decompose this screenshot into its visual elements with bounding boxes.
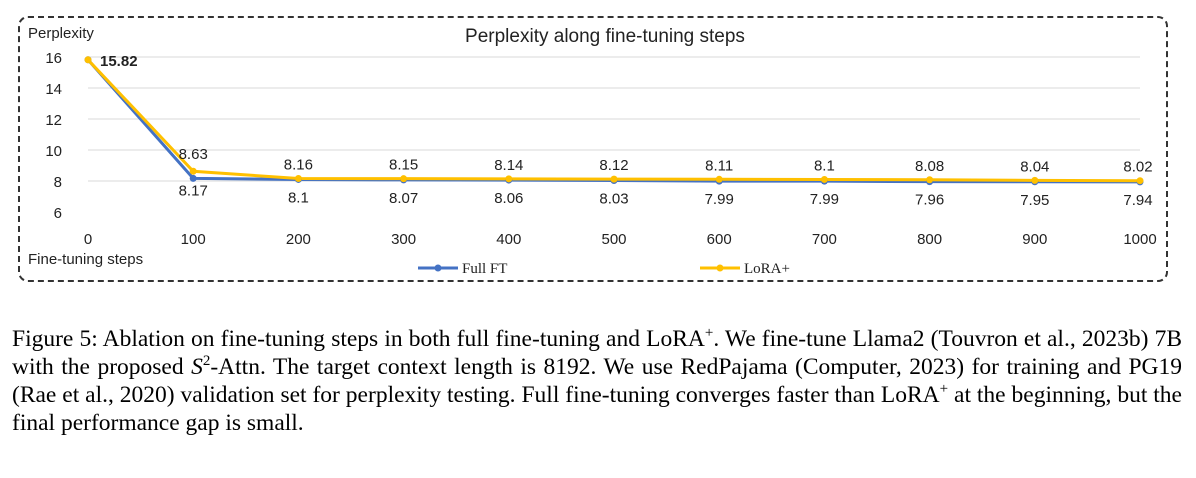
legend-label: LoRA+ — [744, 261, 790, 277]
data-label: 7.95 — [1020, 192, 1049, 209]
data-label: 8.07 — [389, 190, 418, 207]
data-point — [189, 167, 197, 175]
x-tick-label: 900 — [1022, 231, 1047, 248]
caption-sup: + — [704, 325, 714, 341]
data-label: 8.11 — [705, 157, 733, 174]
x-tick-label: 700 — [812, 231, 837, 248]
x-tick-label: 200 — [286, 231, 311, 248]
data-label: 7.99 — [705, 191, 734, 208]
data-point — [820, 175, 828, 183]
data-label: 7.96 — [915, 192, 944, 209]
line-chart: Perplexity along fine-tuning steps Perpl… — [28, 25, 1157, 277]
data-label: 15.82 — [100, 53, 138, 70]
data-label: 8.14 — [494, 157, 523, 174]
data-point — [505, 175, 513, 183]
data-label: 8.63 — [179, 146, 208, 163]
data-label: 8.12 — [599, 157, 628, 174]
data-label: 7.99 — [810, 191, 839, 208]
data-point — [926, 176, 934, 184]
caption-text: at the beginning, but the final performa… — [12, 382, 1182, 436]
y-tick-label: 12 — [45, 112, 62, 129]
x-tick-label: 0 — [84, 231, 92, 248]
legend-marker — [434, 264, 442, 272]
chart-title: Perplexity along fine-tuning steps — [465, 26, 745, 47]
x-tick-label: 600 — [707, 231, 732, 248]
x-tick-label: 800 — [917, 231, 942, 248]
caption-math: S — [191, 354, 203, 380]
data-label: 8.08 — [915, 158, 944, 175]
caption-text: Figure 5: Ablation on fine-tuning steps … — [12, 326, 705, 352]
caption-sup: 2 — [202, 353, 211, 369]
caption-sup: + — [939, 381, 949, 397]
data-label: 8.1 — [288, 189, 309, 206]
data-label: 8.1 — [814, 157, 835, 174]
data-label: 8.16 — [284, 157, 313, 174]
x-tick-label: 1000 — [1123, 231, 1156, 248]
x-tick-label: 300 — [391, 231, 416, 248]
y-tick-label: 10 — [45, 143, 62, 160]
y-tick-label: 16 — [45, 50, 62, 67]
data-label: 8.15 — [389, 157, 418, 174]
x-axis-label: Fine-tuning steps — [28, 251, 143, 268]
legend-label: Full FT — [462, 261, 507, 277]
data-point — [189, 174, 197, 182]
caption-text: . We fine-tune Llama2 (Touvron et al., 2… — [12, 326, 1182, 380]
data-point — [400, 175, 408, 183]
y-tick-label: 8 — [54, 174, 62, 191]
data-point — [294, 175, 302, 183]
data-point — [1136, 177, 1144, 185]
y-tick-label: 6 — [54, 205, 62, 222]
y-axis-label: Perplexity — [28, 25, 94, 42]
caption-text: -Attn. The target context length is 8192… — [12, 354, 1183, 408]
data-label: 8.06 — [494, 190, 523, 207]
legend-marker — [716, 264, 724, 272]
data-label: 8.04 — [1020, 158, 1049, 175]
data-point — [610, 175, 618, 183]
data-label: 7.94 — [1123, 192, 1152, 209]
x-tick-label: 100 — [181, 231, 206, 248]
data-point — [715, 175, 723, 183]
chart-container: Perplexity along fine-tuning steps Perpl… — [18, 16, 1168, 282]
figure-caption: Figure 5: Ablation on fine-tuning steps … — [12, 325, 1182, 437]
data-label: 8.02 — [1123, 159, 1152, 176]
data-label: 8.17 — [179, 182, 208, 199]
y-tick-label: 14 — [45, 81, 62, 98]
x-tick-label: 500 — [601, 231, 626, 248]
data-label: 8.03 — [599, 191, 628, 208]
data-point — [1031, 176, 1039, 184]
x-tick-label: 400 — [496, 231, 521, 248]
data-point — [84, 56, 92, 64]
